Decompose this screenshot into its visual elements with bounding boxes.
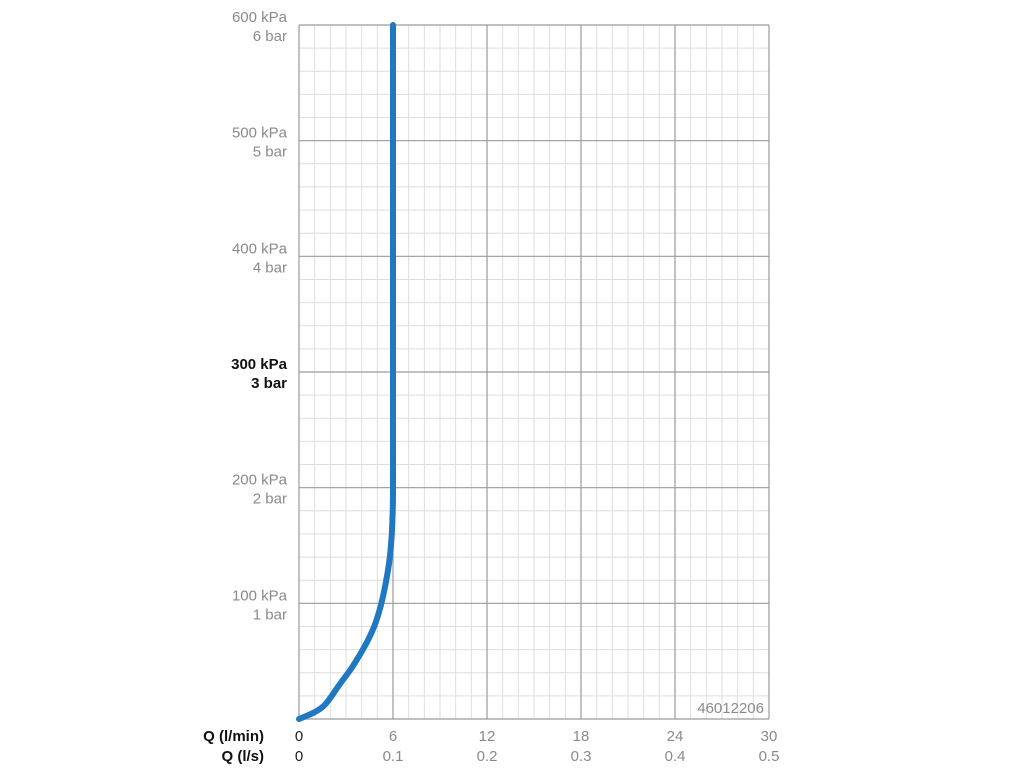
x-tick-label-ls: 0.4 <box>665 748 686 765</box>
x-row-label-ls: Q (l/s) <box>221 748 264 765</box>
y-tick-label-bar: 4 bar <box>253 259 287 276</box>
x-row-label-lmin: Q (l/min) <box>203 728 264 745</box>
y-tick-label-kpa: 100 kPa <box>232 587 288 604</box>
y-tick-label-kpa: 600 kPa <box>232 9 288 26</box>
y-tick-label-bar: 6 bar <box>253 28 287 45</box>
y-tick-label-bar: 2 bar <box>253 491 287 508</box>
product-code-label: 46012206 <box>697 700 764 717</box>
flow-curve-layer <box>296 22 397 722</box>
x-tick-label-ls: 0.1 <box>383 748 404 765</box>
x-tick-label-ls: 0.5 <box>759 748 780 765</box>
y-tick-label-kpa: 500 kPa <box>232 125 288 142</box>
x-tick-label-ls: 0 <box>295 748 303 765</box>
flow-curve <box>296 22 397 722</box>
y-tick-label-kpa: 300 kPa <box>231 356 288 373</box>
y-tick-label-bar: 5 bar <box>253 144 287 161</box>
x-tick-label-lmin: 30 <box>761 728 778 745</box>
x-tick-label-ls: 0.3 <box>571 748 592 765</box>
x-tick-label-ls: 0.2 <box>477 748 498 765</box>
y-axis-labels: 100 kPa 1 bar 200 kPa 2 bar 300 kPa 3 bar 400 … <box>231 9 288 623</box>
y-tick-label-bar: 3 bar <box>251 375 287 392</box>
x-tick-label-lmin: 18 <box>573 728 590 745</box>
y-tick-label-kpa: 200 kPa <box>232 472 288 489</box>
x-tick-label-lmin: 24 <box>667 728 684 745</box>
x-axis-labels: 0 0 6 0.1 12 0.2 18 0.3 24 0.4 30 0.5 <box>295 728 780 765</box>
y-tick-label-kpa: 400 kPa <box>232 240 288 257</box>
y-tick-label-bar: 1 bar <box>253 606 287 623</box>
x-tick-label-lmin: 6 <box>389 728 397 745</box>
x-tick-label-lmin: 0 <box>295 728 303 745</box>
x-tick-label-lmin: 12 <box>479 728 496 745</box>
